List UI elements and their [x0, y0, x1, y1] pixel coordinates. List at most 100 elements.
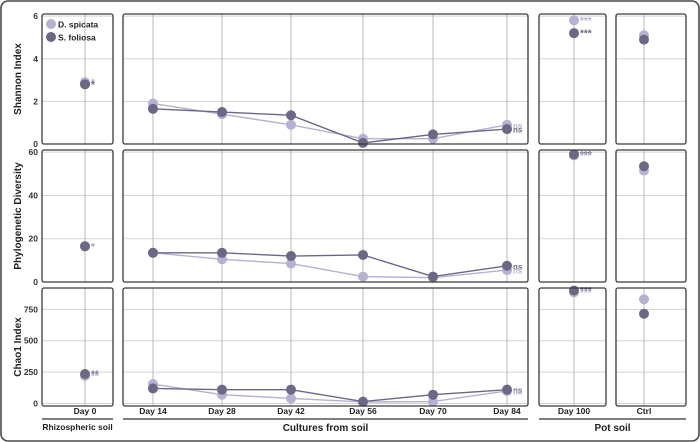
- data-point-sfoliosa: [80, 241, 90, 252]
- panel-frame: [538, 287, 607, 407]
- panel-frame: [538, 13, 607, 145]
- data-point-sfoliosa: [428, 271, 438, 282]
- data-point-sfoliosa: [286, 384, 296, 395]
- panel-frame: [538, 149, 607, 283]
- data-point-sfoliosa: [217, 247, 227, 258]
- panel-frame: [41, 13, 114, 145]
- panel-frame: [41, 287, 114, 407]
- y-axis-label: Phylogenetic Diversity: [13, 162, 24, 270]
- significance-label: ns: [513, 387, 523, 396]
- legend-label: S. foliosa: [58, 32, 96, 42]
- data-point-sfoliosa: [286, 251, 296, 262]
- panel-frame: [615, 13, 687, 145]
- group-label: Pot soil: [594, 423, 630, 434]
- significance-label: *: [91, 242, 95, 253]
- significance-label: ***: [580, 16, 592, 27]
- y-tick-label: 60: [29, 147, 39, 157]
- y-axis-label: Chao1 Index: [13, 317, 24, 377]
- significance-label: ns: [513, 121, 523, 130]
- x-tick-label: Day 100: [558, 406, 590, 416]
- y-tick-label: 6: [33, 11, 38, 21]
- panel-frame: [615, 287, 687, 407]
- legend-swatch: [46, 19, 56, 29]
- significance-label: ns: [513, 267, 523, 276]
- series-line-sfoliosa: [152, 108, 508, 144]
- data-point-dspicata: [358, 271, 368, 282]
- y-tick-label: 500: [24, 336, 38, 346]
- data-point-sfoliosa: [358, 137, 368, 148]
- data-point-dspicata: [428, 396, 438, 407]
- significance-label: ***: [580, 151, 592, 162]
- significance-label: **: [91, 371, 99, 382]
- legend-label: D. spicata: [58, 19, 98, 29]
- panel-frame: [122, 149, 529, 283]
- significance-label: ns: [513, 262, 523, 271]
- data-point-sfoliosa: [358, 396, 368, 407]
- y-tick-label: 0: [33, 277, 38, 287]
- x-tick-label: Ctrl: [637, 406, 652, 416]
- panel-frame: [122, 13, 529, 145]
- panel-frame: [122, 287, 529, 407]
- series-line-sfoliosa: [153, 252, 508, 278]
- x-tick-label: Day 56: [349, 406, 377, 416]
- significance-label: ***: [580, 286, 592, 297]
- x-tick-label: Day 0: [74, 406, 97, 416]
- legend-swatch: [46, 32, 56, 42]
- x-tick-label: Day 14: [139, 406, 167, 416]
- significance-label: ***: [580, 150, 592, 161]
- data-point-sfoliosa: [80, 79, 90, 90]
- series-line-dspicata: [152, 383, 508, 403]
- group-label: Cultures from soil: [283, 423, 369, 434]
- panel-frame: [41, 149, 114, 283]
- data-point-dspicata: [286, 119, 296, 130]
- data-point-sfoliosa: [639, 34, 649, 45]
- data-point-sfoliosa: [569, 28, 579, 39]
- data-point-dspicata: [569, 15, 579, 26]
- data-point-sfoliosa: [569, 149, 579, 160]
- data-point-sfoliosa: [639, 161, 649, 172]
- x-tick-label: Day 42: [277, 406, 305, 416]
- data-point-sfoliosa: [569, 285, 579, 296]
- data-point-sfoliosa: [217, 107, 227, 118]
- y-tick-label: 0: [33, 139, 38, 149]
- data-point-sfoliosa: [502, 260, 512, 271]
- y-tick-label: 250: [24, 367, 38, 377]
- data-point-sfoliosa: [148, 247, 158, 258]
- y-tick-label: 40: [29, 190, 39, 200]
- series-line-sfoliosa: [152, 387, 508, 403]
- y-tick-label: 4: [33, 54, 38, 64]
- data-point-sfoliosa: [428, 389, 438, 400]
- data-point-dspicata: [639, 294, 649, 305]
- data-point-sfoliosa: [639, 308, 649, 319]
- y-tick-label: 2: [33, 96, 38, 106]
- significance-label: ns: [513, 126, 523, 135]
- y-tick-label: 0: [33, 398, 38, 408]
- series-line-dspicata: [152, 102, 508, 140]
- significance-label: ns: [513, 386, 523, 395]
- data-point-sfoliosa: [358, 249, 368, 260]
- data-point-sfoliosa: [148, 383, 158, 394]
- significance-label: *: [91, 242, 95, 253]
- x-tick-label: Day 70: [419, 406, 447, 416]
- data-point-sfoliosa: [502, 384, 512, 395]
- series-line-dspicata: [152, 252, 508, 279]
- significance-label: ***: [580, 288, 592, 299]
- significance-label: *: [91, 78, 95, 89]
- panel-frame: [615, 149, 687, 283]
- significance-label: ***: [580, 29, 592, 40]
- data-point-sfoliosa: [148, 103, 158, 114]
- y-tick-label: 20: [29, 234, 39, 244]
- y-axis-label: Shannon Index: [13, 43, 24, 115]
- significance-label: **: [91, 369, 99, 380]
- data-point-dspicata: [286, 258, 296, 269]
- x-tick-label: Day 84: [493, 406, 521, 416]
- significance-label: *: [91, 80, 95, 91]
- x-tick-label: Day 28: [208, 406, 236, 416]
- data-point-dspicata: [286, 393, 296, 404]
- data-point-sfoliosa: [428, 129, 438, 140]
- data-point-sfoliosa: [286, 110, 296, 121]
- y-tick-label: 750: [24, 304, 38, 314]
